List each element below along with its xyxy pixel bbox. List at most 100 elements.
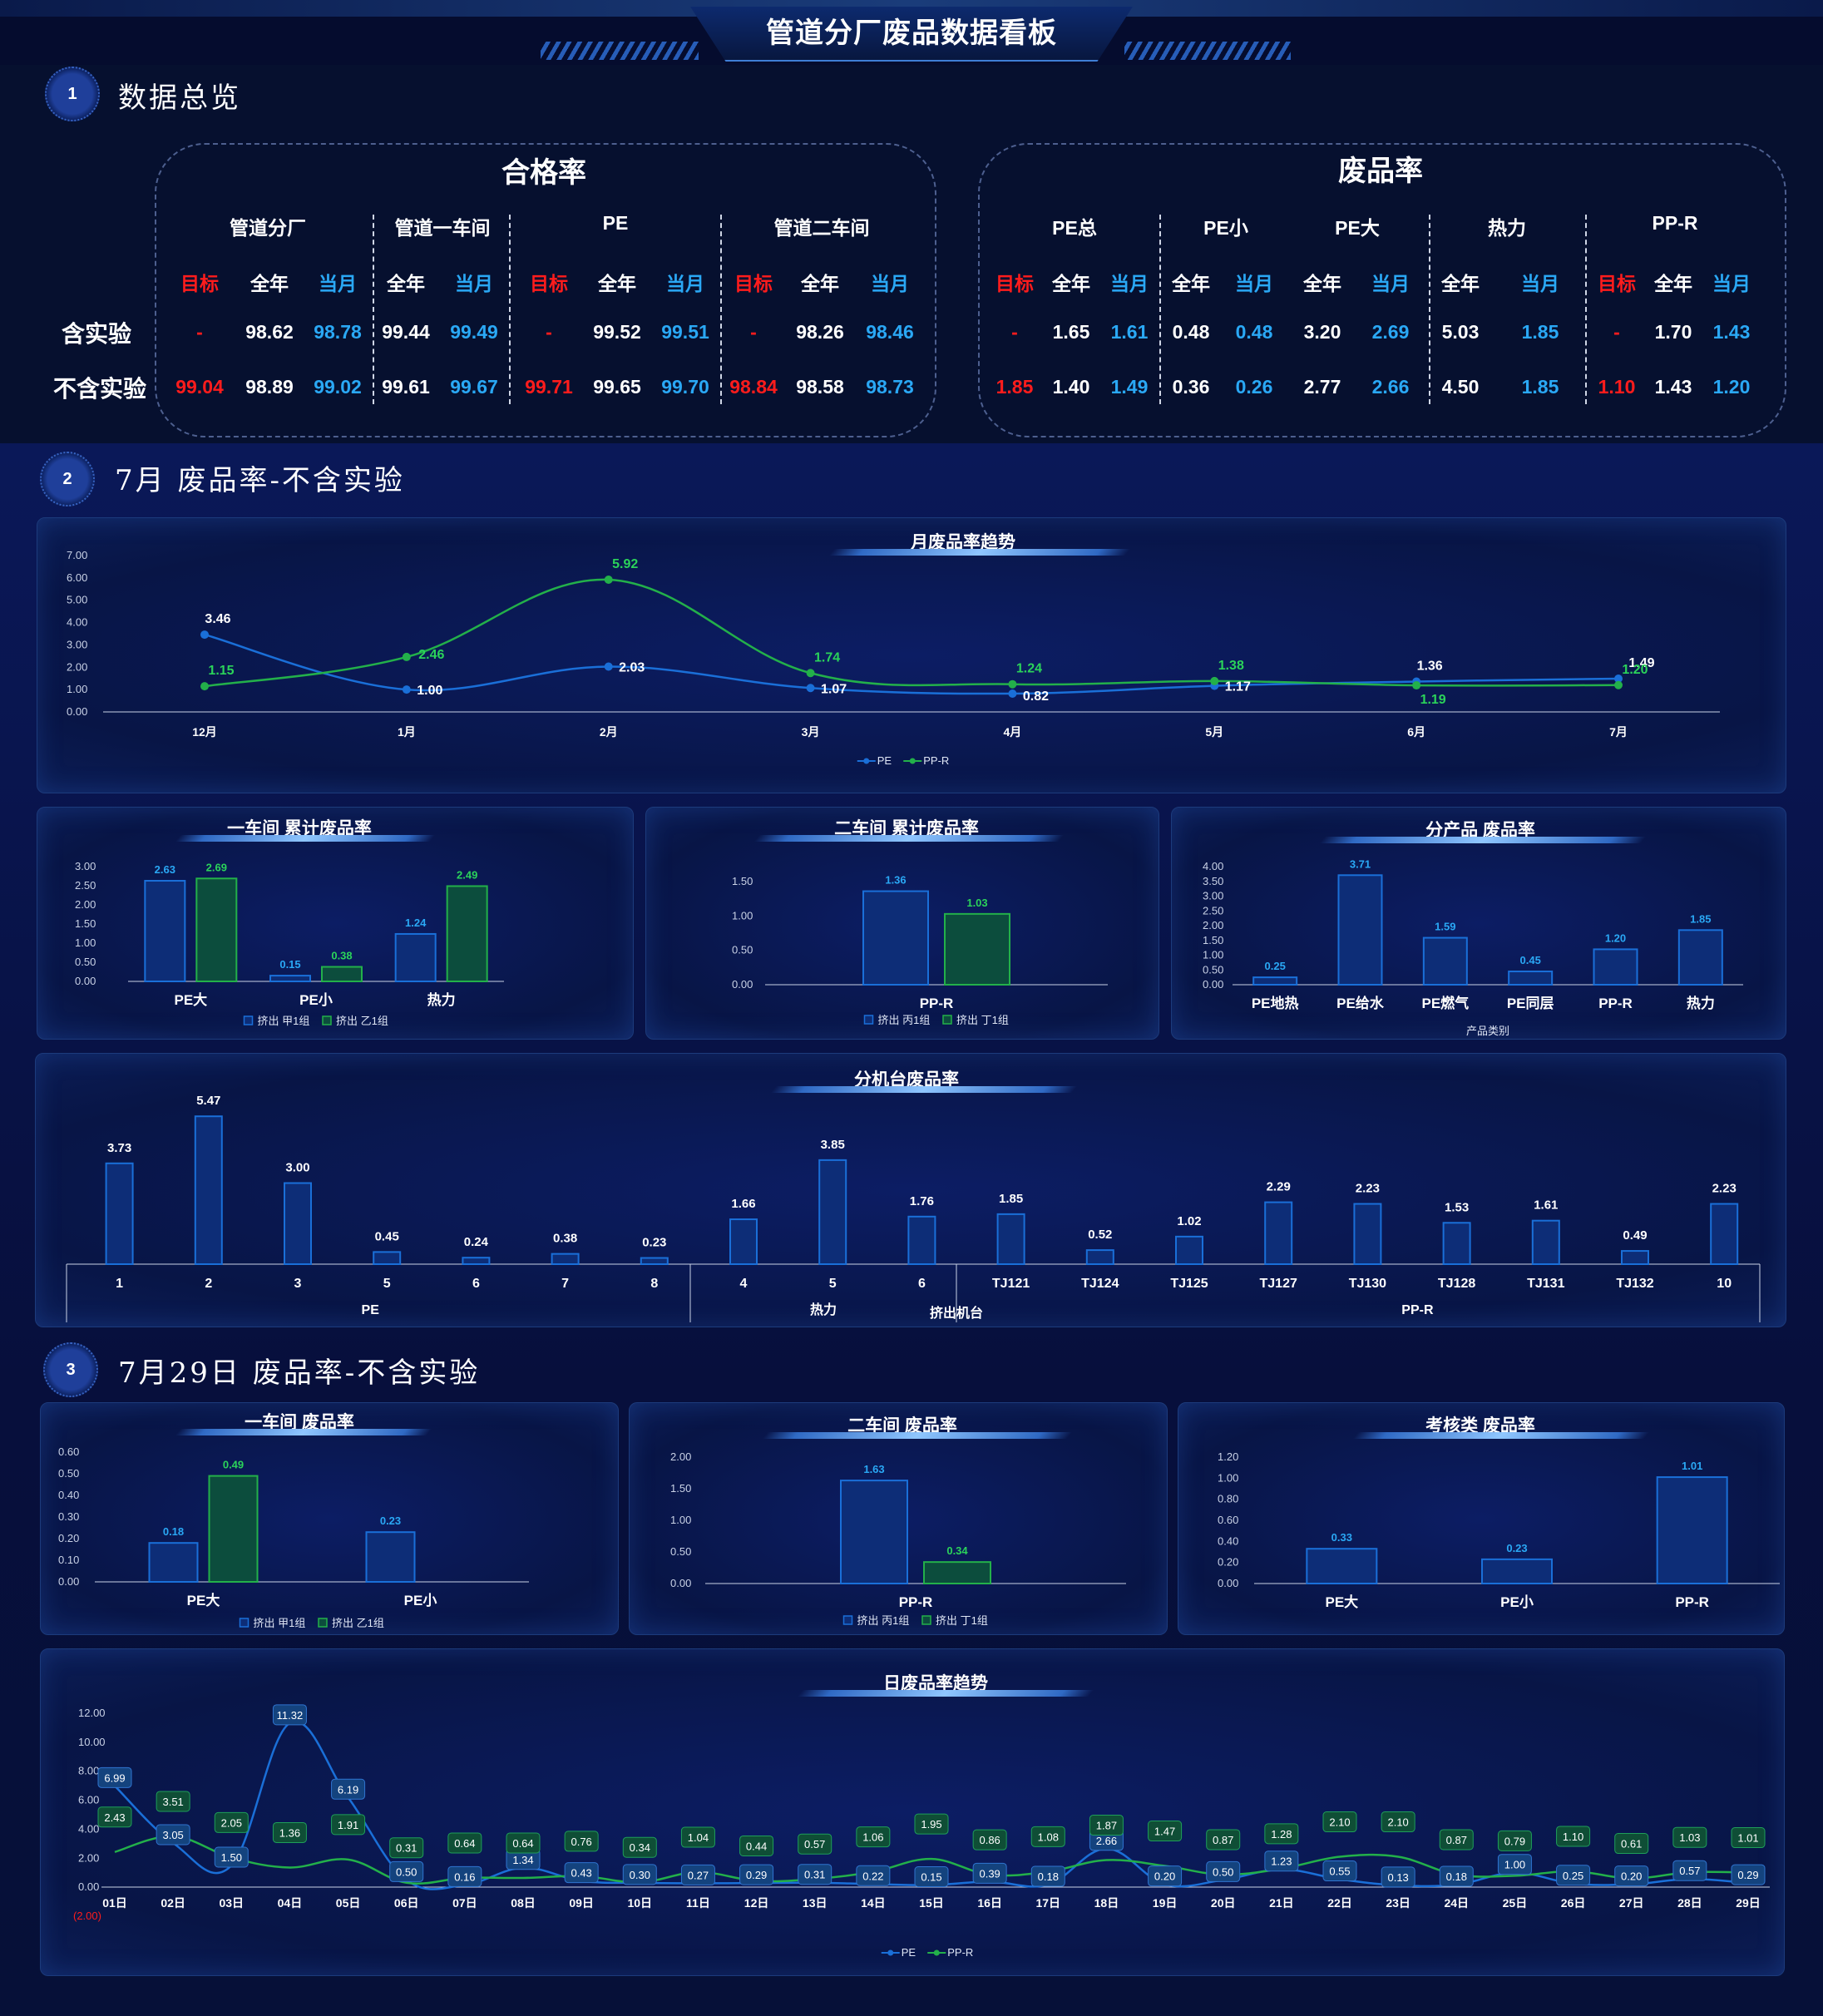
bar [1656, 1476, 1728, 1584]
bar-value-label: 0.38 [553, 1232, 577, 1246]
x-category-label: 2月 [600, 725, 618, 739]
bar [1337, 874, 1383, 986]
y-tick-label: 2.50 [75, 879, 96, 892]
bar-value-label: 1.03 [966, 897, 987, 909]
pass-rate-group-2-col-1-header: 全年 [598, 273, 636, 294]
data-label: 2.46 [418, 648, 444, 662]
data-label: 1.24 [1016, 662, 1042, 676]
data-label: 0.61 [1621, 1838, 1642, 1850]
bar [551, 1253, 580, 1265]
data-label-box [1439, 1829, 1474, 1850]
bar-value-label: 0.15 [279, 958, 300, 971]
bar [105, 1162, 134, 1265]
data-label: 0.20 [1621, 1870, 1642, 1883]
pass-rate-group-2-row-0-value-0: - [546, 321, 552, 343]
data-label-box [1381, 1811, 1415, 1833]
x-category-label: PE地热 [1252, 995, 1299, 1011]
data-label: 1.15 [208, 664, 234, 678]
x-category-label: 07日 [452, 1896, 477, 1910]
scrap-rate-group-0-row-1-value-1: 1.40 [1052, 376, 1090, 398]
bar-value-label: 1.01 [1682, 1460, 1702, 1472]
scrap-rate-group-1-row-1-value-0: 0.36 [1172, 376, 1210, 398]
pass-rate-group-0-col-1-header: 全年 [250, 273, 289, 294]
x-category-label: 4月 [1004, 725, 1022, 739]
x-category-label: 03日 [219, 1896, 244, 1910]
bar-value-label: 0.25 [1265, 960, 1286, 972]
section-2-badge: 2 [40, 452, 95, 506]
legend-swatch [921, 1615, 931, 1625]
pass-rate-group-0-row-0-value-0: - [196, 321, 203, 343]
data-point [200, 682, 209, 691]
scrap-rate-group-3-row-0-value-1: 1.85 [1521, 321, 1559, 343]
y-tick-label: 1.00 [67, 683, 87, 695]
pass-rate-group-2-col-2-header: 当月 [666, 273, 704, 294]
data-label: 2.66 [1096, 1835, 1117, 1847]
row-label-without-test: 不含实验 [53, 376, 147, 402]
pass-rate-group-1-row-0-value-1: 99.49 [450, 321, 498, 343]
bar-value-label: 0.52 [1088, 1228, 1112, 1242]
scrap-rate-group-1-name: PE小 [1203, 217, 1248, 239]
bar [208, 1475, 259, 1583]
panel-workshop1-cumulative [37, 807, 634, 1040]
bar [1085, 1249, 1114, 1266]
y-tick-label: 0.50 [670, 1545, 691, 1558]
panel-daily-workshop1 [40, 1402, 619, 1635]
y-tick-label: 0.50 [732, 944, 753, 956]
panel-machine-scrap [35, 1053, 1786, 1327]
x-category-label: 20日 [1211, 1896, 1236, 1910]
bar-value-label: 5.47 [196, 1094, 220, 1108]
data-label: 1.50 [221, 1851, 242, 1864]
data-point [604, 576, 613, 585]
y-tick-label: 3.50 [1203, 875, 1223, 887]
workshop1-cumulative-chart: 3.00 2.50 2.00 1.50 1.00 0.50 0.00 PE大 2.63 2.69 P… [75, 860, 504, 1027]
x-category-label: 16日 [977, 1896, 1002, 1910]
pass-rate-title: 合格率 [501, 157, 586, 189]
bar [394, 932, 437, 983]
bar-value-label: 0.18 [163, 1525, 184, 1538]
scrap-rate-group-2-row-0-value-1: 2.69 [1371, 321, 1410, 343]
y-tick-label: 0.50 [75, 956, 96, 968]
page-title: 管道分厂废品数据看板 [766, 17, 1057, 49]
bar [923, 1561, 991, 1585]
scrap-rate-group-3-col-0-header: 全年 [1441, 273, 1480, 294]
x-category-label: 22日 [1327, 1896, 1352, 1910]
pass-rate-group-1-row-1-value-0: 99.61 [382, 376, 430, 398]
bar-value-label: 2.49 [457, 868, 477, 881]
data-label-box [1556, 1865, 1591, 1886]
bar-value-label: 1.36 [885, 874, 906, 887]
data-label: 2.10 [1329, 1816, 1350, 1829]
y-tick-label: 0.10 [58, 1554, 79, 1566]
data-label-box [1556, 1826, 1591, 1847]
x-category-label: 27日 [1619, 1896, 1644, 1910]
scrap-rate-group-0-row-0-value-2: 1.61 [1110, 321, 1149, 343]
scrap-rate-group-4-row-0-value-2: 1.43 [1712, 321, 1751, 343]
data-label: 0.64 [512, 1837, 533, 1850]
x-category-label: TJ124 [1081, 1277, 1119, 1291]
y-tick-label: 0.40 [1218, 1534, 1238, 1547]
product-scrap-chart: 4.00 3.50 3.00 2.50 2.00 1.50 1.00 0.50 0.00 PE地热… [1203, 857, 1743, 1037]
series-line [204, 578, 1619, 688]
pass-rate-box [155, 143, 936, 437]
y-tick-label: 0.20 [58, 1532, 79, 1544]
pass-rate-group-1-col-0-header: 全年 [387, 273, 425, 294]
y-tick-label: 7.00 [67, 549, 87, 561]
pass-rate-group-0-name: 管道分厂 [230, 217, 306, 239]
bar-value-label: 1.85 [1690, 912, 1711, 925]
monthly-trend-chart: 7.00 6.00 5.00 4.00 3.00 2.00 1.00 0.00 12月 1月 2月 3… [67, 549, 1720, 767]
data-label: 11.32 [277, 1709, 304, 1722]
data-label: 0.16 [454, 1870, 475, 1883]
legend-swatch [243, 1015, 254, 1025]
data-label: 1.00 [417, 684, 442, 698]
x-category-label: PE小 [299, 992, 333, 1008]
data-point [1210, 676, 1219, 685]
data-label: 0.18 [1446, 1870, 1467, 1883]
bar [462, 1257, 491, 1265]
data-label: 1.00 [1504, 1859, 1525, 1871]
data-label: 1.01 [1737, 1832, 1758, 1845]
data-label: 1.36 [279, 1826, 300, 1839]
data-label: 0.82 [1023, 689, 1049, 704]
x-category-label: 1月 [398, 725, 416, 739]
data-label-box [798, 1864, 832, 1885]
data-label: 0.64 [454, 1837, 475, 1850]
data-label: 1.10 [1563, 1831, 1583, 1843]
